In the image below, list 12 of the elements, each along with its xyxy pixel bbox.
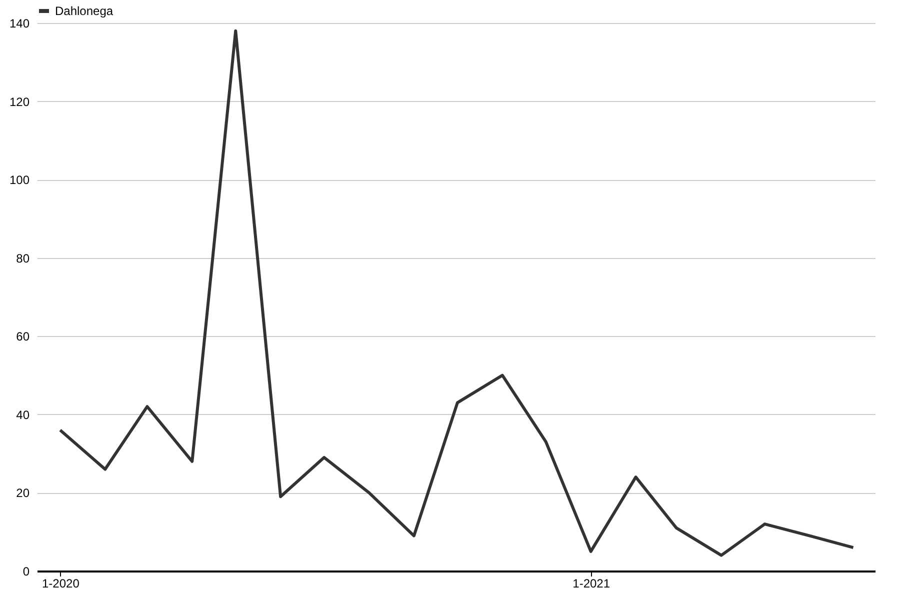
y-tick-label: 60	[16, 330, 30, 344]
y-tick-label: 40	[16, 408, 30, 422]
legend-label: Dahlonega	[55, 4, 114, 18]
y-tick-label: 20	[16, 486, 30, 500]
y-tick-label: 80	[16, 251, 30, 266]
x-tick-label: 1-2021	[572, 576, 610, 590]
y-tick-label: 0	[22, 564, 30, 578]
x-tick-label: 1-2020	[42, 576, 80, 590]
y-tick-label: 140	[9, 16, 30, 30]
y-tick-label: 100	[9, 173, 30, 188]
line-series	[58, 29, 855, 557]
y-tick-label: 120	[9, 94, 30, 109]
